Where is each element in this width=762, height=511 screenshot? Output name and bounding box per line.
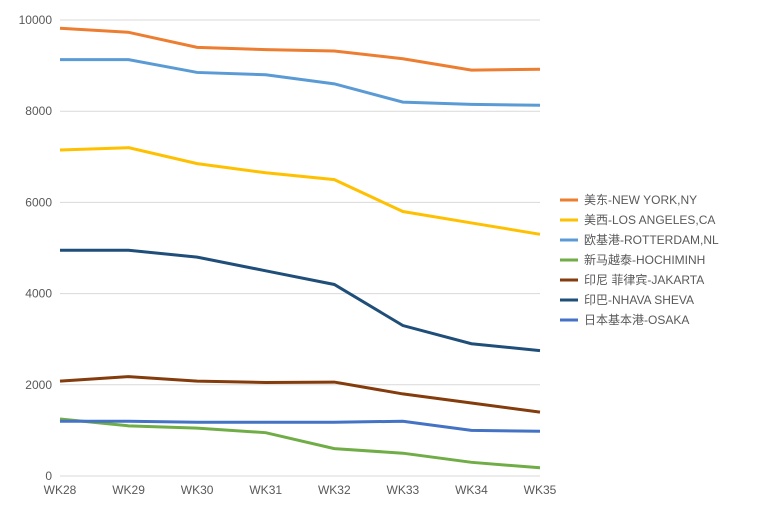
y-tick-label: 8000 xyxy=(25,104,52,118)
legend-label: 美西-LOS ANGELES,CA xyxy=(584,213,715,227)
x-tick-label: WK29 xyxy=(112,483,145,497)
y-tick-label: 6000 xyxy=(25,195,52,209)
x-tick-label: WK33 xyxy=(387,483,420,497)
x-tick-label: WK28 xyxy=(44,483,77,497)
legend-item-eu_base: 欧基港-ROTTERDAM,NL xyxy=(560,233,719,247)
legend-label: 日本基本港-OSAKA xyxy=(584,313,689,327)
x-tick-label: WK30 xyxy=(181,483,214,497)
y-tick-label: 10000 xyxy=(19,13,53,27)
legend-item-us_west: 美西-LOS ANGELES,CA xyxy=(560,213,715,227)
legend-label: 印巴-NHAVA SHEVA xyxy=(584,293,694,307)
x-tick-label: WK34 xyxy=(455,483,488,497)
legend-label: 欧基港-ROTTERDAM,NL xyxy=(584,233,719,247)
y-tick-label: 4000 xyxy=(25,287,52,301)
legend-label: 印尼 菲律宾-JAKARTA xyxy=(584,272,704,287)
legend-label: 新马越泰-HOCHIMINH xyxy=(584,252,705,267)
freight-rate-chart: 0 2000 4000 6000 8000 10000 WK28 WK29 WK30 WK31 WK… xyxy=(0,0,762,511)
x-tick-label: WK35 xyxy=(524,483,557,497)
y-tick-label: 0 xyxy=(45,469,52,483)
x-tick-label: WK32 xyxy=(318,483,351,497)
y-tick-label: 2000 xyxy=(25,378,52,392)
x-tick-label: WK31 xyxy=(249,483,282,497)
legend-label: 美东-NEW YORK,NY xyxy=(584,193,697,207)
